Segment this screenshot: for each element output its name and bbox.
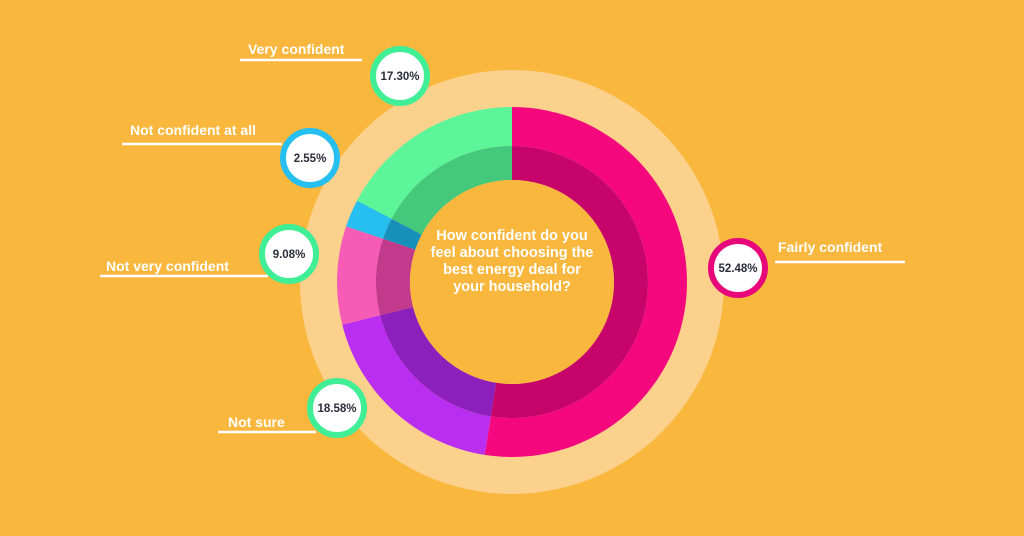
slice-inner-not-sure	[380, 306, 497, 417]
slice-not-sure	[342, 315, 491, 455]
callout-not-sure: Not sure 18.58%	[218, 378, 367, 438]
value-badge	[280, 128, 340, 188]
callout-not-very-confident: Not very confident 9.08%	[100, 224, 319, 284]
callout-very-confident: Very confident 17.30%	[240, 41, 430, 106]
slice-inner-not-very-confident	[376, 238, 416, 316]
slice-not-confident-at-all	[346, 200, 392, 239]
slice-very-confident	[357, 106, 512, 219]
category-label: Not very confident	[106, 258, 229, 274]
value-badge	[370, 46, 430, 106]
chart-title: How confident do you feel about choosing…	[430, 228, 594, 295]
value-label: 2.55%	[294, 153, 327, 165]
callout-fairly-confident: Fairly confident 52.48%	[708, 238, 905, 298]
chart-slices	[336, 106, 687, 457]
slice-inner-very-confident	[391, 146, 512, 235]
value-badge	[259, 224, 319, 284]
category-label: Fairly confident	[778, 239, 883, 255]
slice-inner-fairly-confident	[490, 146, 648, 418]
value-label: 18.58%	[317, 403, 356, 415]
slice-not-very-confident	[336, 226, 384, 325]
value-badge	[708, 238, 768, 298]
value-badge	[307, 378, 367, 438]
category-label: Not sure	[228, 414, 285, 430]
slice-fairly-confident	[484, 107, 687, 457]
value-label: 9.08%	[273, 249, 306, 261]
value-label: 17.30%	[380, 71, 419, 83]
callout-not-confident-at-all: Not confident at all 2.55%	[122, 122, 340, 188]
value-label: 52.48%	[718, 263, 757, 275]
chart-hole	[410, 180, 614, 384]
category-label: Very confident	[248, 41, 345, 57]
category-label: Not confident at all	[130, 122, 256, 138]
slice-inner-not-confident-at-all	[383, 218, 422, 250]
